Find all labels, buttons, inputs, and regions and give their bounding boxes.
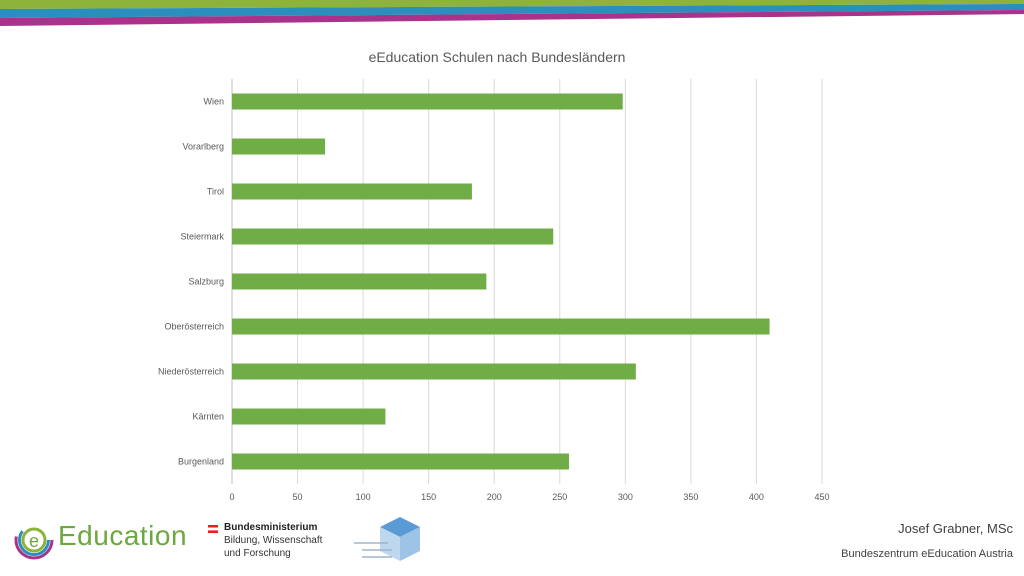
chart-title: eEducation Schulen nach Bundesländern — [368, 49, 626, 65]
x-tick-label: 200 — [487, 492, 502, 502]
bar-vorarlberg — [232, 138, 326, 155]
x-tick-label: 150 — [421, 492, 436, 502]
ministry-subtitle-2: und Forschung — [224, 548, 291, 559]
bar-oberösterreich — [232, 318, 770, 335]
austria-flag-icon — [208, 525, 218, 533]
cube-icon — [354, 517, 420, 561]
presenter-org: Bundeszentrum eEducation Austria — [841, 548, 1013, 560]
eeducation-logo: e — [14, 520, 54, 560]
logo-text: Education — [58, 520, 188, 551]
bar-tirol — [232, 183, 472, 200]
logo-mark: e — [29, 531, 39, 551]
category-label: Wien — [203, 97, 224, 107]
stripe-green — [0, 0, 1024, 9]
bar-burgenland — [232, 453, 569, 470]
category-label: Tirol — [207, 187, 224, 197]
x-tick-label: 400 — [749, 492, 764, 502]
bars — [232, 93, 770, 470]
x-tick-label: 50 — [293, 492, 303, 502]
ministry-name: Bundesministerium — [224, 522, 318, 533]
top-stripes — [0, 0, 1024, 26]
cube-left — [380, 527, 400, 561]
bar-steiermark — [232, 228, 554, 245]
logo-ring-outer — [14, 520, 54, 560]
bar-kärnten — [232, 408, 386, 425]
x-tick-label: 100 — [356, 492, 371, 502]
category-labels: Wien Vorarlberg Tirol Steiermark Salzburg Obe… — [158, 97, 225, 467]
logo-ring-middle — [18, 524, 50, 556]
presenter-name: Josef Grabner, MSc — [898, 521, 1013, 536]
x-tick-label: 350 — [683, 492, 698, 502]
bar-niederösterreich — [232, 363, 636, 380]
category-label: Kärnten — [192, 412, 224, 422]
category-label: Vorarlberg — [182, 142, 224, 152]
category-label: Salzburg — [188, 277, 224, 287]
category-label: Oberösterreich — [164, 322, 224, 332]
x-tick-label: 250 — [552, 492, 567, 502]
bar-salzburg — [232, 273, 487, 290]
x-tick-labels: 0 50 100 150 200 250 300 350 400 450 — [229, 492, 829, 502]
ministry-subtitle-1: Bildung, Wissenschaft — [224, 535, 323, 546]
stripe-magenta — [0, 10, 1024, 26]
stripe-blue — [0, 4, 1024, 18]
x-tick-label: 0 — [229, 492, 234, 502]
bar-wien — [232, 93, 623, 110]
cube-right — [400, 527, 420, 561]
x-tick-label: 450 — [814, 492, 829, 502]
category-label: Burgenland — [178, 457, 224, 467]
category-label: Steiermark — [180, 232, 224, 242]
category-label: Niederösterreich — [158, 367, 224, 377]
logo-ring-inner — [21, 527, 47, 553]
x-tick-label: 300 — [618, 492, 633, 502]
